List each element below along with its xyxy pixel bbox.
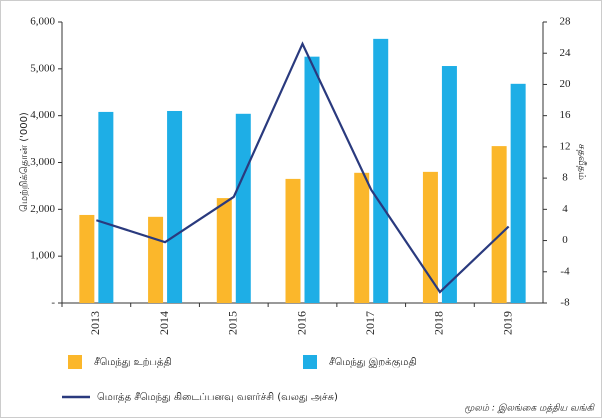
- x-tick-label: 2015: [226, 311, 240, 335]
- y2-tick-label: 0: [562, 234, 568, 246]
- y-tick-label: 5,000: [30, 62, 55, 74]
- y-tick-label: 1,000: [30, 250, 55, 262]
- x-tick-label: 2016: [294, 311, 308, 335]
- legend-label: மொத்த சீமெந்து கிடைப்பனவு வளர்ச்சி (வலது…: [97, 392, 338, 403]
- y2-tick-label: 8: [562, 172, 568, 184]
- legend-label: சீமெந்து இறக்குமதி: [329, 357, 417, 369]
- y2-tick-label: 28: [560, 16, 572, 28]
- bar: [216, 198, 232, 303]
- x-tick-label: 2013: [88, 311, 102, 335]
- bar: [422, 171, 438, 303]
- bar: [148, 216, 164, 303]
- y2-tick-label: 24: [560, 47, 572, 59]
- y-tick-label: -: [51, 297, 55, 309]
- y-tick-label: 3,000: [30, 156, 55, 168]
- bar: [98, 111, 114, 303]
- y-tick-label: 4,000: [30, 109, 55, 121]
- x-tick-label: 2019: [500, 311, 514, 335]
- y2-tick-label: -8: [560, 297, 570, 309]
- x-tick-label: 2018: [432, 311, 446, 335]
- y2-tick-label: 20: [560, 78, 572, 90]
- y2-tick-label: 16: [560, 109, 572, 121]
- bar: [235, 113, 251, 303]
- legend-swatch: [303, 355, 317, 369]
- bar: [373, 38, 389, 304]
- bar: [285, 178, 301, 303]
- y2-tick-label: -4: [560, 265, 570, 277]
- y-tick-label: 6,000: [30, 16, 55, 28]
- bar: [491, 146, 507, 303]
- y2-axis-label: சதவீதம்: [576, 144, 587, 180]
- legend-label: சீமெந்து உற்பத்தி: [94, 357, 172, 368]
- bar: [354, 172, 370, 303]
- y2-tick-label: 4: [562, 203, 568, 215]
- bar: [79, 214, 95, 303]
- y-axis-label: மெற்றிக்தொன் ('000): [19, 112, 30, 212]
- x-tick-label: 2014: [157, 311, 171, 335]
- legend-swatch: [68, 355, 82, 369]
- source: மூலம் : இலங்கை மத்திய வங்கி: [464, 403, 595, 414]
- y2-tick-label: 12: [560, 140, 571, 152]
- line: [96, 41, 510, 294]
- y-tick-label: 2,000: [30, 203, 55, 215]
- x-tick-label: 2017: [363, 311, 377, 335]
- bar: [167, 110, 183, 303]
- bar: [304, 56, 320, 304]
- bar: [510, 83, 526, 303]
- bar: [441, 66, 457, 303]
